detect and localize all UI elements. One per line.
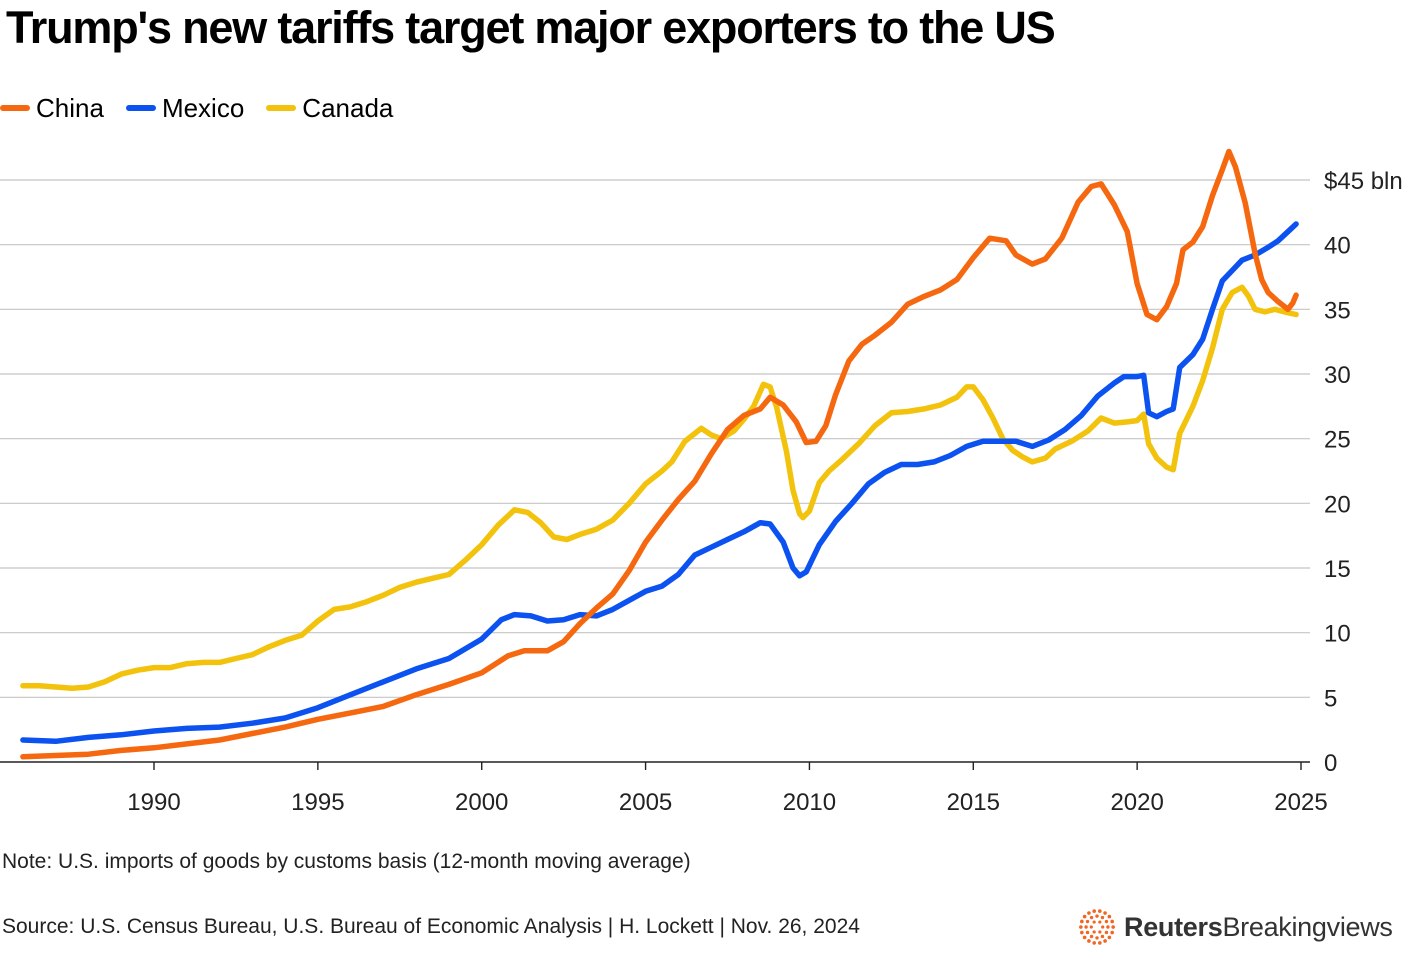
x-tick-label: 2000 [455, 789, 508, 816]
logo-dot [1101, 925, 1105, 929]
legend-label-china: China [36, 92, 104, 123]
y-tick-label: 10 [1324, 621, 1351, 648]
y-tick-label: 20 [1324, 491, 1351, 518]
y-tick-label: $45 bln [1324, 168, 1403, 195]
y-tick-label: 5 [1324, 685, 1337, 712]
legend-label-canada: Canada [302, 92, 394, 123]
x-tick-label: 2025 [1274, 789, 1327, 816]
x-tick-label: 2010 [783, 789, 836, 816]
logo-dot [1080, 930, 1084, 935]
logo-dot [1103, 911, 1107, 915]
legend-item-canada: Canada [266, 93, 393, 124]
logo-dot [1080, 919, 1084, 924]
logo-dot [1082, 914, 1087, 919]
series-line-mexico [20, 221, 1299, 745]
logo-dot [1092, 920, 1096, 924]
y-tick-label: 15 [1324, 556, 1351, 583]
legend-item-china: China [0, 93, 104, 124]
logo-dot [1110, 919, 1114, 924]
x-tick-label: 1995 [291, 789, 344, 816]
brand-logo: ReutersBreakingviews [1078, 908, 1393, 946]
legend-swatch-canada [266, 105, 297, 111]
logo-dot [1092, 930, 1096, 934]
series-line-canada [20, 284, 1299, 692]
y-tick-label: 25 [1324, 427, 1351, 454]
y-tick-label: 0 [1324, 750, 1337, 777]
logo-dot [1095, 914, 1099, 918]
logo-dot [1104, 930, 1109, 935]
logo-dot [1079, 925, 1083, 929]
logo-dot [1085, 930, 1090, 935]
legend-swatch-china [0, 105, 30, 111]
logo-dot [1100, 915, 1105, 920]
logo-dot [1106, 925, 1110, 929]
logo-dot [1098, 920, 1102, 924]
logo-dot [1111, 925, 1115, 929]
logo-dot [1103, 939, 1107, 943]
chart-source: Source: U.S. Census Bureau, U.S. Bureau … [2, 915, 860, 938]
series-line-china [20, 148, 1299, 760]
logo-dot [1087, 911, 1091, 915]
logo-dot [1089, 925, 1093, 929]
logo-dot [1107, 914, 1112, 919]
logo-dot [1089, 915, 1094, 920]
logo-dot [1098, 930, 1102, 934]
logo-dot [1100, 934, 1105, 939]
logo-dot [1097, 941, 1102, 945]
logo-dot [1092, 909, 1097, 913]
legend-swatch-mexico [125, 105, 156, 111]
logo-dot [1095, 936, 1099, 940]
y-tick-label: 35 [1324, 297, 1351, 324]
logo-dot [1087, 939, 1091, 943]
y-tick-label: 40 [1324, 233, 1351, 260]
x-tick-label: 2015 [947, 789, 1000, 816]
legend-item-mexico: Mexico [125, 92, 245, 124]
logo-dot [1092, 941, 1097, 945]
y-tick-label: 30 [1324, 362, 1351, 389]
logo-dot [1097, 909, 1102, 913]
x-tick-label: 1990 [127, 789, 180, 816]
brand-subname: Breakingviews [1222, 911, 1393, 942]
legend-label-mexico: Mexico [161, 92, 245, 123]
chart-note: Note: U.S. imports of goods by customs b… [2, 850, 691, 873]
logo-dot [1104, 919, 1109, 924]
x-tick-label: 2005 [619, 789, 672, 816]
reuters-logo-icon [1079, 909, 1115, 945]
brand-name: Reuters [1124, 911, 1223, 942]
legend: China Mexico Canada [0, 93, 415, 123]
x-tick-label: 2020 [1110, 789, 1163, 816]
logo-dot [1107, 935, 1112, 940]
logo-dot [1085, 919, 1090, 924]
logo-dot [1110, 930, 1114, 935]
logo-dot [1084, 925, 1088, 929]
logo-dot [1082, 935, 1087, 940]
chart-title: Trump's new tariffs target major exporte… [6, 2, 1056, 53]
logo-dot [1089, 934, 1094, 939]
